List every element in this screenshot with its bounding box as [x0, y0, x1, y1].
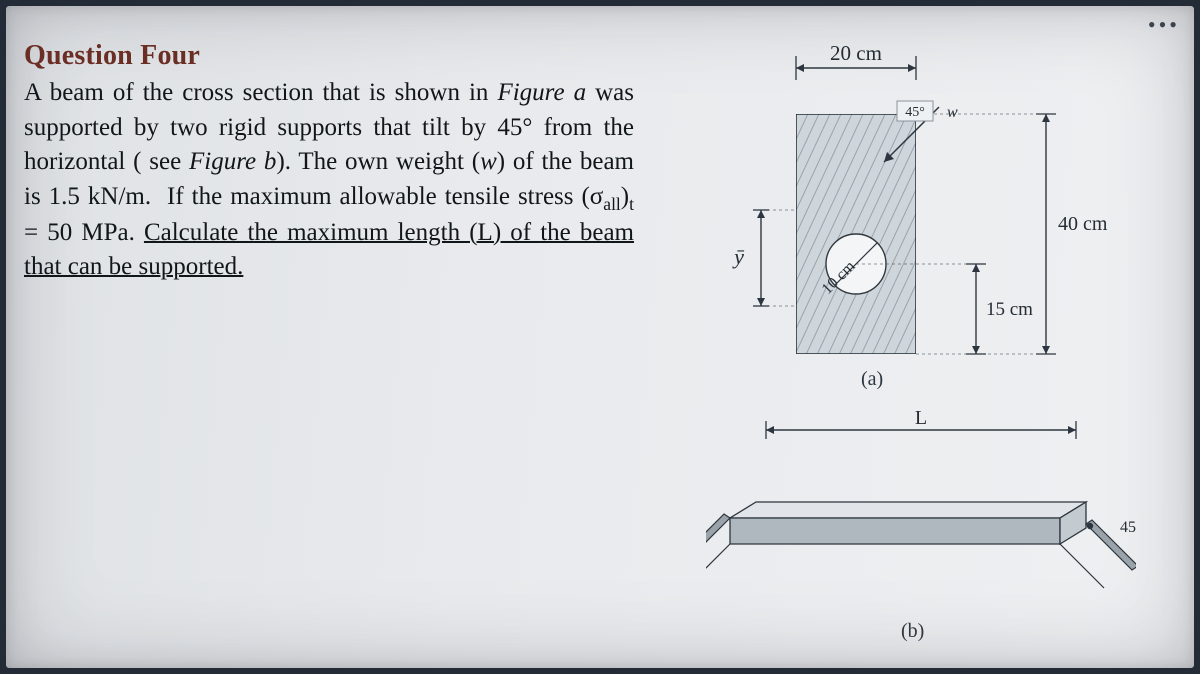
question-title: Question Four [24, 40, 634, 72]
figures: 20 cm40 cm15 cm10 cm45°wȳ (a) L45° (b) [646, 34, 1186, 654]
svg-text:45°: 45° [1120, 519, 1136, 536]
svg-text:45°: 45° [905, 105, 925, 120]
svg-text:40 cm: 40 cm [1058, 213, 1108, 235]
dim-top: 20 cm [830, 41, 882, 65]
figure-a-caption: (a) [861, 368, 883, 391]
svg-text:15 cm: 15 cm [986, 299, 1033, 320]
question-body: A beam of the cross section that is show… [24, 76, 634, 285]
figure-a: 20 cm40 cm15 cm10 cm45°wȳ (a) [646, 34, 1186, 394]
figure-b: L 45° (b) [706, 406, 1136, 666]
svg-text:w: w [947, 104, 958, 121]
figure-b-caption: (b) [901, 620, 924, 643]
svg-text:ȳ: ȳ [732, 244, 745, 269]
svg-text:L: L [915, 407, 927, 429]
